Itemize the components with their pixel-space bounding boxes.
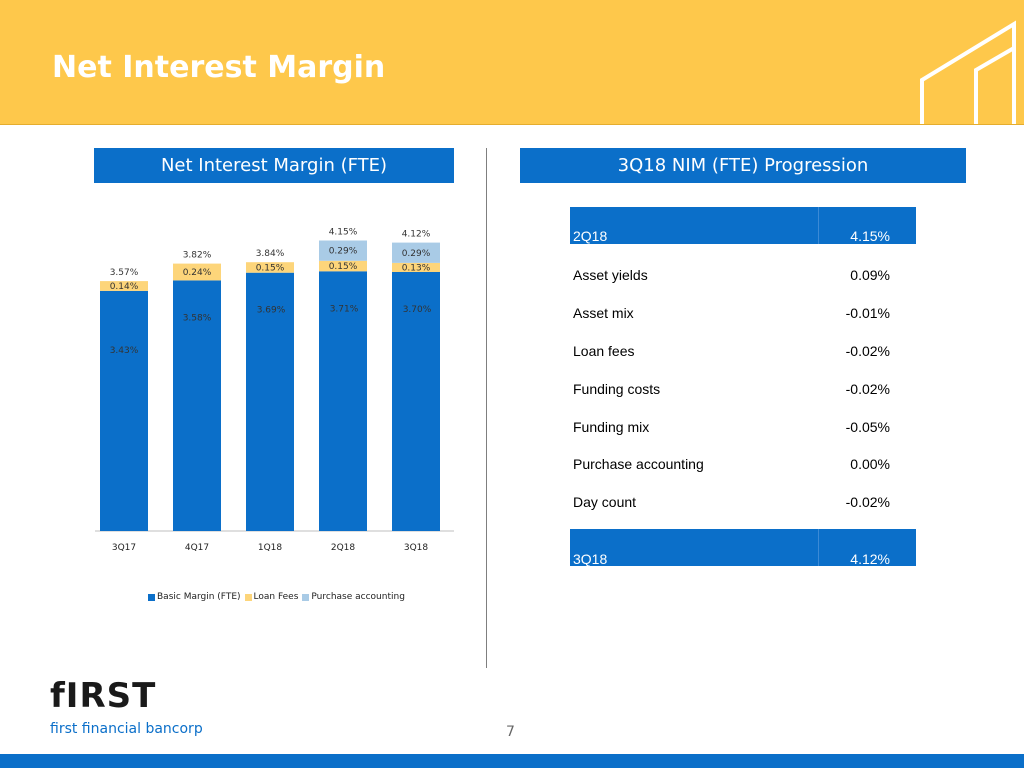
legend-swatch-basic [148,593,155,601]
bar-segment-basic-margin-fte--4q17 [173,280,221,531]
total-label-2q18: 4.15% [329,228,358,238]
progression-row-value: -0.02% [845,343,890,359]
bar-segment-loan-fees-2q18 [319,260,367,272]
progression-row-value: 0.09% [850,267,890,283]
progression-row-label: Funding mix [573,419,650,435]
progression-row-label: Purchase accounting [573,456,704,472]
progression-row-label: Asset yields [573,267,648,283]
x-tick-label-1q18: 1Q18 [258,543,283,553]
data-label-basic-margin-fte--1q18: 3.69% [257,306,286,316]
legend-item-purchase: Purchase accounting [302,592,405,602]
company-logo: fIRST [50,676,157,716]
bar-segment-basic-margin-fte--1q18 [246,272,294,531]
total-label-4q17: 3.82% [183,251,212,261]
data-label-purchase-accounting-2q18: 0.29% [329,247,358,257]
progression-start-separator [818,207,819,244]
bar-segment-purchase-accounting-3q18 [392,242,440,263]
progression-row-value: -0.02% [845,381,890,397]
bar-segment-basic-margin-fte--2q18 [319,271,367,531]
bar-segment-basic-margin-fte--3q18 [392,272,440,531]
legend-label-loan: Loan Fees [253,592,299,602]
data-label-loan-fees-3q18: 0.13% [402,263,431,273]
progression-end-row [570,529,916,566]
data-label-loan-fees-3q17: 0.14% [110,282,139,292]
x-tick-label-4q17: 4Q17 [185,543,209,553]
data-label-loan-fees-4q17: 0.24% [183,268,212,278]
legend-swatch-purchase [302,593,310,601]
vertical-divider [486,148,487,668]
nim-stacked-bar-chart: 3.43% 0.14% 3.57% 3Q17 3.58% 0.24% 3.82% 4Q17 3.… [95,228,454,553]
x-tick-label-3q18: 3Q18 [404,543,429,553]
data-label-purchase-accounting-3q18: 0.29% [402,249,431,259]
x-tick-label-3q17: 3Q17 [112,543,136,553]
house-outline-icon [920,20,1016,124]
x-tick-label-2q18: 2Q18 [331,543,356,553]
footer-bar [0,754,1024,768]
bar-segment-basic-margin-fte--3q17 [100,290,148,531]
bar-segment-loan-fees-3q17 [100,281,148,291]
page-title: Net Interest Margin [52,50,386,85]
chart-panel-title: Net Interest Margin (FTE) [94,148,454,183]
progression-row-label: Asset mix [573,305,634,321]
progression-row-value: -0.02% [845,494,890,510]
legend-label-basic: Basic Margin (FTE) [157,592,241,602]
header-banner: Net Interest Margin [0,0,1024,125]
total-label-1q18: 3.84% [256,249,285,259]
bar-segment-loan-fees-4q17 [173,263,221,281]
progression-start-row [570,207,916,244]
bar-segment-loan-fees-3q18 [392,262,440,272]
data-label-basic-margin-fte--3q18: 3.70% [403,305,432,315]
legend-item-loan: Loan Fees [244,592,299,602]
data-label-basic-margin-fte--2q18: 3.71% [330,304,359,314]
progression-row-label: Funding costs [573,381,661,397]
progression-start-label: 2Q18 [573,228,608,244]
page-number: 7 [506,724,515,740]
legend-label-purchase: Purchase accounting [311,592,405,602]
data-label-loan-fees-1q18: 0.15% [256,263,285,273]
progression-row-label: Loan fees [573,343,635,359]
bar-segment-loan-fees-1q18 [246,262,294,273]
data-label-basic-margin-fte--4q17: 3.58% [183,313,212,323]
total-label-3q17: 3.57% [110,268,139,278]
chart-legend: Basic Margin (FTE) Loan Fees Purchase ac… [148,592,405,602]
legend-item-basic: Basic Margin (FTE) [148,592,241,602]
legend-swatch-loan [244,593,252,601]
progression-end-separator [818,529,819,566]
company-name: first financial bancorp [50,721,203,737]
progression-end-value: 4.12% [850,551,890,567]
progression-row-value: -0.01% [845,305,890,321]
progression-row-value: 0.00% [850,456,890,472]
progression-row-value: -0.05% [845,419,890,435]
data-label-basic-margin-fte--3q17: 3.43% [110,346,139,356]
progression-panel-title: 3Q18 NIM (FTE) Progression [520,148,966,183]
data-label-loan-fees-2q18: 0.15% [329,262,358,272]
progression-start-value: 4.15% [850,228,890,244]
progression-row-label: Day count [573,494,637,510]
bar-segment-purchase-accounting-2q18 [319,240,367,261]
total-label-3q18: 4.12% [402,230,431,240]
progression-end-label: 3Q18 [573,551,608,567]
